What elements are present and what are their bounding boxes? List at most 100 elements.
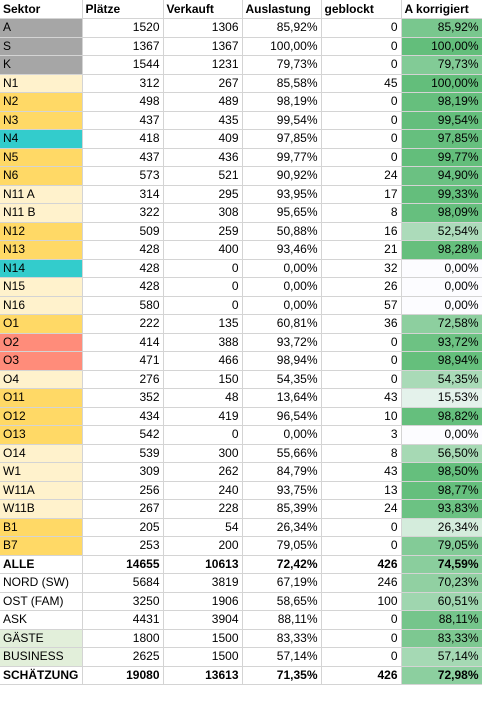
cell-a-korrigiert[interactable]: 15,53% <box>401 388 482 408</box>
cell-a-korrigiert[interactable]: 97,85% <box>401 129 482 149</box>
cell-a-korrigiert[interactable]: 0,00% <box>401 425 482 445</box>
cell-plaetze[interactable]: 414 <box>82 333 164 352</box>
cell-a-korrigiert[interactable]: 98,50% <box>401 462 482 482</box>
cell-plaetze[interactable]: 573 <box>82 166 164 186</box>
cell-verkauft[interactable]: 200 <box>163 536 243 556</box>
cell-plaetze[interactable]: 471 <box>82 351 164 371</box>
cell-auslastung[interactable]: 0,00% <box>242 259 322 278</box>
cell-geblockt[interactable]: 0 <box>321 536 402 556</box>
cell-geblockt[interactable]: 32 <box>321 259 402 278</box>
cell-geblockt[interactable]: 21 <box>321 240 402 260</box>
cell-plaetze[interactable]: 322 <box>82 203 164 223</box>
cell-auslastung[interactable]: 98,19% <box>242 92 322 112</box>
cell-auslastung[interactable]: 95,65% <box>242 203 322 223</box>
cell-auslastung[interactable]: 83,33% <box>242 629 322 648</box>
cell-auslastung[interactable]: 13,64% <box>242 388 322 408</box>
header-verkauft[interactable]: Verkauft <box>163 0 243 19</box>
cell-geblockt[interactable]: 24 <box>321 166 402 186</box>
cell-auslastung[interactable]: 79,05% <box>242 536 322 556</box>
cell-auslastung[interactable]: 85,58% <box>242 74 322 93</box>
cell-geblockt[interactable]: 426 <box>321 666 402 685</box>
cell-auslastung[interactable]: 100,00% <box>242 37 322 56</box>
cell-a-korrigiert[interactable]: 70,23% <box>401 573 482 593</box>
cell-geblockt[interactable]: 16 <box>321 222 402 241</box>
cell-auslastung[interactable]: 67,19% <box>242 573 322 593</box>
cell-a-korrigiert[interactable]: 79,05% <box>401 536 482 556</box>
header-geblockt[interactable]: geblockt <box>321 0 402 19</box>
cell-verkauft[interactable]: 259 <box>163 222 243 241</box>
cell-sektor[interactable]: BUSINESS <box>0 647 83 667</box>
cell-sektor[interactable]: OST (FAM) <box>0 592 83 611</box>
cell-sektor[interactable]: B1 <box>0 518 83 537</box>
cell-geblockt[interactable]: 0 <box>321 370 402 389</box>
cell-sektor[interactable]: S <box>0 37 83 56</box>
cell-geblockt[interactable]: 0 <box>321 111 402 130</box>
cell-geblockt[interactable]: 3 <box>321 425 402 445</box>
header-a-korrigiert[interactable]: A korrigiert <box>401 0 482 19</box>
cell-auslastung[interactable]: 50,88% <box>242 222 322 241</box>
cell-auslastung[interactable]: 71,35% <box>242 666 322 685</box>
cell-plaetze[interactable]: 3250 <box>82 592 164 611</box>
cell-sektor[interactable]: O12 <box>0 407 83 426</box>
cell-a-korrigiert[interactable]: 0,00% <box>401 259 482 278</box>
cell-sektor[interactable]: N2 <box>0 92 83 112</box>
cell-sektor[interactable]: N12 <box>0 222 83 241</box>
cell-plaetze[interactable]: 542 <box>82 425 164 445</box>
cell-geblockt[interactable]: 10 <box>321 407 402 426</box>
cell-sektor[interactable]: N4 <box>0 129 83 149</box>
cell-plaetze[interactable]: 437 <box>82 148 164 167</box>
cell-auslastung[interactable]: 54,35% <box>242 370 322 389</box>
cell-a-korrigiert[interactable]: 88,11% <box>401 610 482 630</box>
cell-sektor[interactable]: O1 <box>0 314 83 334</box>
cell-auslastung[interactable]: 96,54% <box>242 407 322 426</box>
cell-verkauft[interactable]: 3904 <box>163 610 243 630</box>
cell-plaetze[interactable]: 539 <box>82 444 164 463</box>
cell-a-korrigiert[interactable]: 93,72% <box>401 333 482 352</box>
cell-plaetze[interactable]: 5684 <box>82 573 164 593</box>
cell-a-korrigiert[interactable]: 98,19% <box>401 92 482 112</box>
cell-a-korrigiert[interactable]: 93,83% <box>401 499 482 519</box>
cell-auslastung[interactable]: 0,00% <box>242 296 322 315</box>
cell-plaetze[interactable]: 276 <box>82 370 164 389</box>
cell-verkauft[interactable]: 295 <box>163 185 243 204</box>
cell-sektor[interactable]: O14 <box>0 444 83 463</box>
cell-verkauft[interactable]: 0 <box>163 425 243 445</box>
cell-plaetze[interactable]: 14655 <box>82 555 164 574</box>
cell-plaetze[interactable]: 498 <box>82 92 164 112</box>
cell-a-korrigiert[interactable]: 100,00% <box>401 74 482 93</box>
cell-sektor[interactable]: B7 <box>0 536 83 556</box>
cell-verkauft[interactable]: 308 <box>163 203 243 223</box>
cell-geblockt[interactable]: 24 <box>321 499 402 519</box>
cell-a-korrigiert[interactable]: 99,54% <box>401 111 482 130</box>
cell-a-korrigiert[interactable]: 98,77% <box>401 481 482 500</box>
cell-plaetze[interactable]: 509 <box>82 222 164 241</box>
cell-verkauft[interactable]: 0 <box>163 259 243 278</box>
cell-verkauft[interactable]: 400 <box>163 240 243 260</box>
cell-auslastung[interactable]: 85,39% <box>242 499 322 519</box>
cell-sektor[interactable]: O3 <box>0 351 83 371</box>
cell-verkauft[interactable]: 436 <box>163 148 243 167</box>
header-plaetze[interactable]: Plätze <box>82 0 164 19</box>
cell-geblockt[interactable]: 0 <box>321 629 402 648</box>
cell-sektor[interactable]: N11 B <box>0 203 83 223</box>
cell-verkauft[interactable]: 1231 <box>163 55 243 75</box>
header-sektor[interactable]: Sektor <box>0 0 83 19</box>
cell-a-korrigiert[interactable]: 83,33% <box>401 629 482 648</box>
cell-a-korrigiert[interactable]: 72,98% <box>401 666 482 685</box>
cell-a-korrigiert[interactable]: 99,33% <box>401 185 482 204</box>
cell-auslastung[interactable]: 72,42% <box>242 555 322 574</box>
cell-auslastung[interactable]: 85,92% <box>242 18 322 38</box>
cell-verkauft[interactable]: 1906 <box>163 592 243 611</box>
cell-auslastung[interactable]: 93,46% <box>242 240 322 260</box>
cell-auslastung[interactable]: 99,54% <box>242 111 322 130</box>
cell-a-korrigiert[interactable]: 72,58% <box>401 314 482 334</box>
cell-geblockt[interactable]: 0 <box>321 148 402 167</box>
cell-geblockt[interactable]: 8 <box>321 203 402 223</box>
cell-verkauft[interactable]: 3819 <box>163 573 243 593</box>
cell-plaetze[interactable]: 312 <box>82 74 164 93</box>
cell-verkauft[interactable]: 228 <box>163 499 243 519</box>
cell-verkauft[interactable]: 240 <box>163 481 243 500</box>
cell-plaetze[interactable]: 434 <box>82 407 164 426</box>
cell-sektor[interactable]: O13 <box>0 425 83 445</box>
cell-verkauft[interactable]: 1500 <box>163 629 243 648</box>
